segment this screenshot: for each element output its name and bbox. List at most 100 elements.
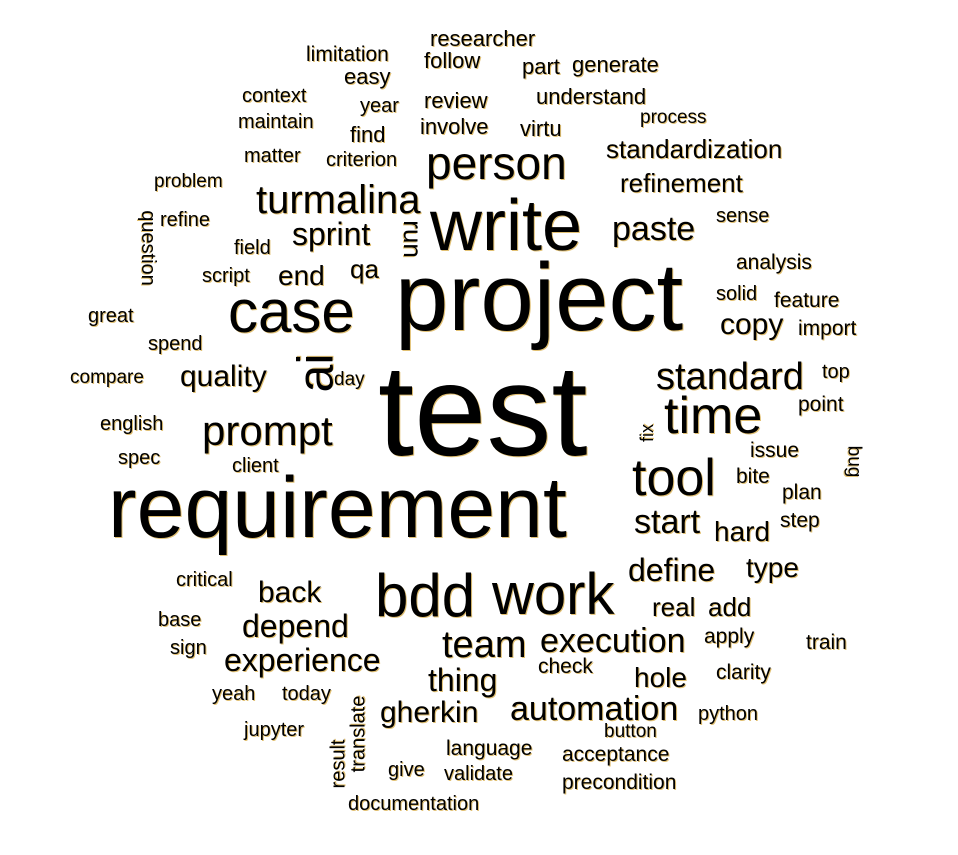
word-solid: solid bbox=[716, 283, 758, 305]
word-requirement: requirement bbox=[108, 460, 567, 556]
word-researcher: researcher bbox=[430, 26, 536, 51]
word-thing: thing bbox=[428, 662, 498, 698]
word-hard: hard bbox=[714, 516, 771, 547]
word-top: top bbox=[822, 361, 850, 383]
word-execution: execution bbox=[540, 622, 686, 660]
word-clarity: clarity bbox=[716, 661, 771, 684]
word-virtu: virtu bbox=[520, 116, 562, 141]
word-import: import bbox=[798, 317, 857, 340]
word-bdd: bdd bbox=[375, 562, 476, 629]
word-define: define bbox=[628, 552, 716, 588]
word-case: case bbox=[228, 278, 355, 345]
word-language: language bbox=[446, 737, 533, 760]
word-test: test bbox=[378, 337, 588, 483]
word-gherkin: gherkin bbox=[380, 696, 479, 729]
word-team: team bbox=[442, 624, 527, 666]
word-result: result bbox=[327, 739, 350, 789]
word-plan: plan bbox=[782, 481, 822, 504]
word-base: base bbox=[158, 609, 202, 631]
word-qa: qa bbox=[350, 254, 379, 284]
word-button: button bbox=[604, 721, 657, 742]
word-standard: standard bbox=[656, 356, 804, 398]
word-give: give bbox=[388, 759, 425, 781]
word-back: back bbox=[258, 576, 322, 609]
word-involve: involve bbox=[420, 114, 489, 139]
word-field: field bbox=[234, 237, 271, 259]
word-context: context bbox=[242, 85, 307, 107]
word-experience: experience bbox=[224, 642, 381, 678]
word-bite: bite bbox=[736, 465, 770, 488]
word-process: process bbox=[640, 107, 707, 128]
word-quality: quality bbox=[180, 360, 267, 393]
word-add: add bbox=[708, 592, 752, 622]
word-problem: problem bbox=[154, 171, 223, 192]
word-analysis: analysis bbox=[736, 251, 812, 274]
word-easy: easy bbox=[344, 64, 391, 89]
word-turmalina: turmalina bbox=[256, 178, 421, 222]
word-critical: critical bbox=[176, 569, 233, 591]
word-find: find bbox=[350, 122, 386, 147]
word-today: today bbox=[282, 683, 331, 705]
word-part: part bbox=[522, 54, 560, 79]
word-script: script bbox=[202, 265, 250, 287]
word-python: python bbox=[698, 703, 759, 725]
word-real: real bbox=[652, 592, 696, 622]
word-time: time bbox=[664, 387, 763, 445]
word-maintain: maintain bbox=[238, 111, 314, 133]
word-fix: fix bbox=[637, 424, 657, 442]
word-matter: matter bbox=[244, 145, 301, 167]
word-client: client bbox=[232, 455, 279, 477]
word-point: point bbox=[798, 393, 844, 416]
word-documentation: documentation bbox=[348, 793, 480, 815]
word-write: write bbox=[430, 186, 583, 266]
word-acceptance: acceptance bbox=[562, 743, 670, 766]
word-year: year bbox=[360, 95, 399, 117]
word-bug: bug bbox=[843, 445, 865, 478]
word-translate: translate bbox=[347, 695, 370, 773]
word-run: run bbox=[397, 220, 428, 258]
word-sprint: sprint bbox=[292, 216, 371, 252]
word-automation: automation bbox=[510, 690, 679, 728]
word-jupyter: jupyter bbox=[244, 719, 305, 741]
word-follow: follow bbox=[424, 48, 481, 73]
word-train: train bbox=[806, 631, 847, 654]
word-person: person bbox=[426, 137, 567, 189]
word-prompt: prompt bbox=[202, 407, 333, 454]
word-yeah: yeah bbox=[212, 683, 256, 705]
word-start: start bbox=[634, 503, 701, 541]
word-feature: feature bbox=[774, 289, 840, 312]
word-day: day bbox=[334, 369, 365, 390]
word-depend: depend bbox=[242, 608, 349, 644]
word-check: check bbox=[538, 655, 593, 678]
word-refine: refine bbox=[160, 209, 211, 231]
word-validate: validate bbox=[444, 763, 513, 785]
word-tool: tool bbox=[632, 449, 716, 507]
word-refinement: refinement bbox=[620, 168, 743, 198]
word-step: step bbox=[780, 509, 820, 532]
word-question: question bbox=[136, 210, 159, 286]
word-type: type bbox=[746, 552, 799, 583]
word-project: project bbox=[395, 244, 684, 351]
word-review: review bbox=[424, 88, 488, 113]
word-spec: spec bbox=[118, 447, 161, 469]
word-work: work bbox=[492, 562, 615, 627]
word-end: end bbox=[278, 260, 325, 291]
word-sign: sign bbox=[170, 637, 207, 659]
word-compare: compare bbox=[70, 367, 144, 388]
word-limitation: limitation bbox=[306, 43, 389, 66]
word-spend: spend bbox=[148, 333, 203, 355]
word-hole: hole bbox=[634, 662, 687, 693]
word-issue: issue bbox=[750, 439, 800, 462]
word-precondition: precondition bbox=[562, 771, 677, 794]
word-great: great bbox=[88, 305, 134, 327]
word-generate: generate bbox=[572, 52, 659, 77]
word-understand: understand bbox=[536, 84, 647, 109]
word-copy: copy bbox=[720, 308, 784, 341]
word-sense: sense bbox=[716, 205, 770, 227]
word-english: english bbox=[100, 413, 164, 435]
word-standardization: standardization bbox=[606, 134, 783, 164]
word-apply: apply bbox=[704, 625, 755, 648]
word-criterion: criterion bbox=[326, 149, 398, 171]
word-paste: paste bbox=[612, 210, 696, 248]
